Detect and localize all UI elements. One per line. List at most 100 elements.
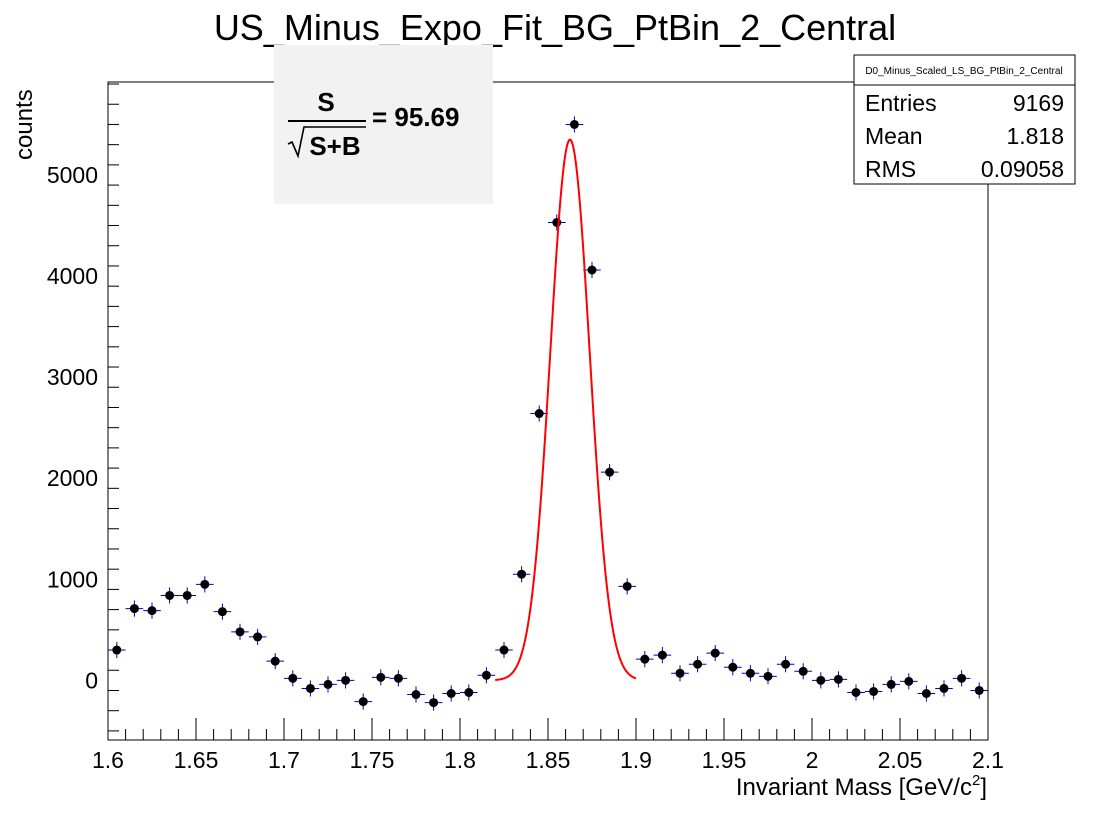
- data-point-marker: [270, 656, 280, 666]
- data-point-marker: [833, 674, 843, 684]
- data-point-marker: [728, 662, 738, 672]
- x-axis-label-superscript: 2: [972, 772, 980, 789]
- stats-mean-value: 1.818: [1006, 123, 1064, 149]
- significance-value: = 95.69: [372, 102, 459, 132]
- data-point-marker: [481, 670, 491, 680]
- sqrt-symbol: [287, 126, 366, 159]
- data-point-marker: [517, 569, 527, 579]
- data-point: [495, 641, 513, 659]
- data-point-marker: [393, 673, 403, 683]
- data-point: [812, 672, 830, 689]
- data-point: [143, 602, 161, 619]
- data-point-marker: [675, 668, 685, 678]
- data-point-marker: [622, 581, 632, 591]
- data-point: [108, 641, 126, 659]
- data-point: [125, 600, 144, 617]
- y-tick-label: 1000: [47, 566, 98, 592]
- data-point-marker: [869, 686, 879, 696]
- data-point-marker: [182, 590, 192, 600]
- data-point-marker: [957, 673, 967, 683]
- x-tick-label: 2.05: [878, 747, 923, 773]
- x-axis-label: Invariant Mass [GeV/c2]: [736, 772, 987, 801]
- x-tick-label: 2: [806, 747, 819, 773]
- data-point-marker: [569, 119, 579, 129]
- x-tick-label: 1.85: [526, 747, 571, 773]
- stats-mean-label: Mean: [865, 123, 923, 149]
- data-point-marker: [974, 685, 984, 695]
- data-point-marker: [657, 650, 667, 660]
- data-point: [160, 587, 179, 604]
- data-point: [794, 663, 812, 680]
- data-point-marker: [429, 698, 439, 708]
- data-point: [688, 656, 707, 673]
- x-tick-label: 1.95: [702, 747, 747, 773]
- data-point: [671, 665, 689, 682]
- data-point-marker: [798, 666, 808, 676]
- data-point: [354, 693, 372, 710]
- significance-box-background: [274, 45, 493, 204]
- data-point-marker: [499, 645, 509, 655]
- data-point-marker: [165, 590, 175, 600]
- data-point-marker: [217, 607, 227, 617]
- data-point: [389, 670, 408, 687]
- stats-entries-value: 9169: [1013, 90, 1064, 116]
- data-point: [284, 670, 302, 687]
- data-point-marker: [939, 683, 949, 693]
- data-point: [864, 683, 883, 700]
- data-point-marker: [534, 409, 544, 419]
- data-point: [706, 644, 724, 662]
- data-point: [213, 603, 232, 620]
- data-point-marker: [112, 645, 122, 655]
- data-point: [847, 684, 865, 701]
- data-point-marker: [323, 679, 333, 689]
- data-point: [776, 656, 795, 673]
- data-point-marker: [358, 697, 368, 707]
- stats-rms-value: 0.09058: [981, 156, 1064, 182]
- data-point: [407, 686, 425, 703]
- data-point-marker: [587, 265, 597, 275]
- data-point: [618, 578, 636, 595]
- data-point: [248, 628, 267, 645]
- data-point: [829, 671, 848, 688]
- data-point: [653, 647, 672, 664]
- data-point: [442, 685, 460, 702]
- data-point-marker: [235, 627, 245, 637]
- data-point-marker: [552, 217, 562, 227]
- significance-denominator: S+B: [309, 131, 360, 161]
- data-point: [724, 659, 742, 676]
- data-point: [301, 680, 320, 697]
- x-tick-label: 1.6: [92, 747, 124, 773]
- data-point: [935, 680, 953, 697]
- stats-box: D0_Minus_Scaled_LS_BG_PtBin_2_Central En…: [853, 54, 1076, 185]
- data-point: [512, 566, 531, 583]
- data-point-marker: [305, 683, 315, 693]
- data-point: [600, 464, 619, 481]
- data-point: [460, 684, 478, 701]
- y-axis-tick-labels: 0 1000 2000 3000 4000 5000: [47, 162, 98, 693]
- y-tick-label: 3000: [47, 364, 98, 390]
- significance-box: S S+B = 95.69: [274, 45, 493, 204]
- data-point-marker: [640, 654, 650, 664]
- data-point: [372, 669, 390, 686]
- x-tick-label: 1.8: [444, 747, 476, 773]
- data-point: [636, 651, 654, 668]
- y-tick-label: 0: [85, 667, 98, 693]
- data-point: [530, 405, 548, 422]
- data-point: [900, 673, 918, 690]
- stats-title: D0_Minus_Scaled_LS_BG_PtBin_2_Central: [865, 66, 1062, 77]
- data-point-marker: [464, 687, 474, 697]
- data-point: [178, 587, 196, 604]
- x-tick-label: 1.75: [350, 747, 395, 773]
- data-point: [548, 214, 566, 231]
- x-tick-label: 1.7: [268, 747, 300, 773]
- data-point-marker: [288, 673, 298, 683]
- data-point: [477, 667, 496, 684]
- chart-title: US_Minus_Expo_Fit_BG_PtBin_2_Central: [214, 7, 896, 48]
- data-point: [970, 682, 988, 699]
- data-point: [336, 672, 355, 689]
- x-tick-label: 1.65: [174, 747, 219, 773]
- x-axis-ticks: [107, 718, 989, 740]
- data-point-marker: [904, 676, 914, 686]
- data-point-marker: [411, 690, 421, 700]
- data-point-marker: [446, 689, 456, 699]
